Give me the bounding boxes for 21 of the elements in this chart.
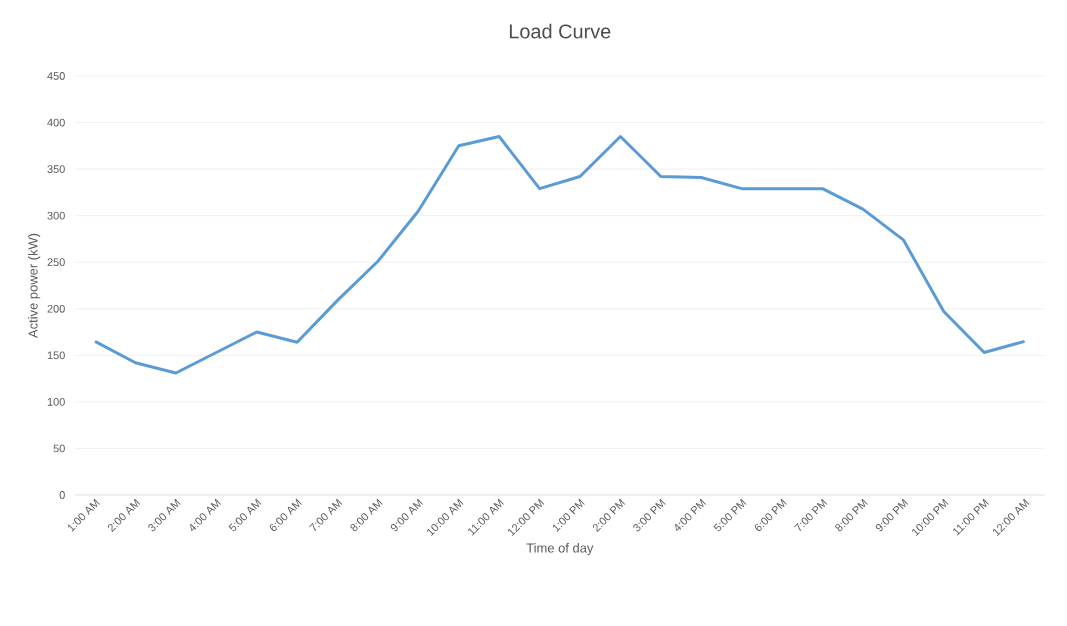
x-tick-label: 8:00 AM <box>350 498 383 532</box>
x-tick-label: 4:00 PM <box>675 498 707 531</box>
y-tick-label: 300 <box>47 211 65 220</box>
x-tick-label: 7:00 PM <box>794 498 828 531</box>
x-tick-label: 6:00 AM <box>269 498 302 531</box>
y-tick-label: 0 <box>59 491 65 499</box>
y-tick-label: 100 <box>47 398 65 406</box>
y-tick-label: 50 <box>53 444 65 453</box>
x-tick-label: 7:00 AM <box>309 498 343 531</box>
x-axis-title: Time of day <box>526 543 594 556</box>
x-tick-label: 8:00 PM <box>835 498 868 532</box>
y-tick-label: 150 <box>47 351 65 360</box>
y-axis-title: Active power (kW) <box>28 233 41 338</box>
y-tick-label: 250 <box>47 258 65 267</box>
y-tick-label: 350 <box>47 165 65 173</box>
y-tick-label: 450 <box>47 72 65 80</box>
x-tick-label: 4:00 AM <box>190 498 222 531</box>
y-tick-label: 200 <box>47 304 65 313</box>
x-tick-label: 6:00 PM <box>754 498 787 531</box>
chart-title: Load Curve <box>509 23 611 39</box>
y-tick-label: 400 <box>47 118 65 127</box>
